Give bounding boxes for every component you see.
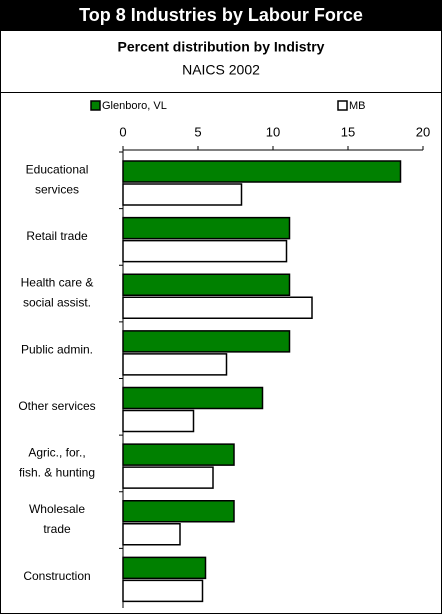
bar [122, 500, 235, 523]
y-tick-label: fish. & hunting [19, 466, 95, 480]
bar [122, 216, 291, 240]
bar [122, 443, 235, 466]
legend-label: MB [349, 100, 366, 112]
y-tick-label: Health care & [21, 276, 94, 290]
y-tick-label: Public admin. [21, 342, 93, 356]
bar [122, 386, 264, 410]
bar [122, 466, 214, 489]
bar [122, 556, 207, 580]
bar [122, 409, 195, 433]
title-bar [0, 0, 442, 31]
chart-note: NAICS 2002 [182, 62, 260, 78]
y-tick-label: Other services [18, 399, 95, 413]
y-tick-label: social assist. [23, 296, 91, 310]
y-tick-label: Retail trade [26, 229, 88, 243]
bar [122, 330, 291, 353]
bar [122, 160, 402, 183]
legend-swatch [337, 100, 348, 111]
x-tick-label: 10 [266, 124, 280, 139]
x-tick-label: 0 [119, 124, 126, 139]
legend-label: Glenboro, VL [102, 100, 167, 112]
x-tick-label: 5 [194, 124, 201, 139]
y-tick-label: Educational [26, 162, 89, 176]
bar [122, 523, 181, 546]
x-tick-label: 15 [341, 124, 355, 139]
bar [122, 239, 288, 263]
y-tick-label: Agric., for., [28, 446, 85, 460]
y-tick-label: Wholesale [29, 502, 85, 516]
bar [122, 296, 313, 319]
x-tick-label: 20 [416, 124, 430, 139]
bar [122, 353, 228, 376]
chart-title: Top 8 Industries by Labour Force [79, 5, 363, 25]
chart-subtitle: Percent distribution by Indistry [118, 39, 325, 55]
bar [122, 183, 243, 206]
bar [122, 273, 291, 296]
legend-swatch [90, 100, 101, 111]
y-tick-label: trade [43, 522, 71, 536]
y-tick-label: services [35, 182, 79, 196]
y-tick-label: Construction [23, 569, 90, 583]
bar [122, 579, 204, 603]
